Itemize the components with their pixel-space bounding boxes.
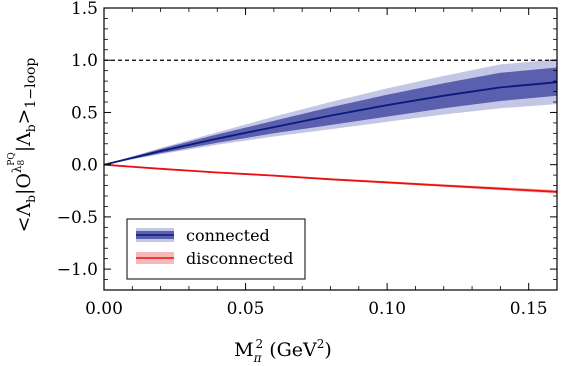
y-tick-label: 1.5 xyxy=(71,0,98,19)
disconnected-line xyxy=(103,163,558,193)
x-axis-label: Mπ2 (GeV2) xyxy=(234,337,332,365)
x-tick-label: 0.05 xyxy=(227,299,265,319)
y-tick-label: 1.0 xyxy=(71,51,98,71)
x-tick-label: 0.15 xyxy=(510,299,548,319)
x-tick-label: 0.10 xyxy=(368,299,406,319)
y-tick-label: −0.5 xyxy=(57,208,98,228)
legend-item-connected: connected xyxy=(136,226,270,245)
x-axis-ticks: 0.00 0.05 0.10 0.15 xyxy=(85,8,548,319)
y-tick-label: 0.5 xyxy=(71,103,98,123)
y-axis-ticks: −1.0 −0.5 0.0 0.5 1.0 1.5 xyxy=(57,0,557,280)
connected-line xyxy=(103,81,558,166)
y-axis-label: <Λb|Oλ8PQ|Λb>1−loop xyxy=(7,58,39,233)
y-tick-label: 0.0 xyxy=(71,156,98,176)
legend-label-connected: connected xyxy=(186,226,270,245)
y-tick-label: −1.0 xyxy=(57,260,98,280)
series-lines xyxy=(103,81,558,193)
legend: connected disconnected xyxy=(126,218,306,280)
confidence-bands xyxy=(104,59,557,194)
x-tick-label: 0.00 xyxy=(85,299,123,319)
legend-label-disconnected: disconnected xyxy=(186,249,293,268)
legend-item-disconnected: disconnected xyxy=(136,249,293,268)
